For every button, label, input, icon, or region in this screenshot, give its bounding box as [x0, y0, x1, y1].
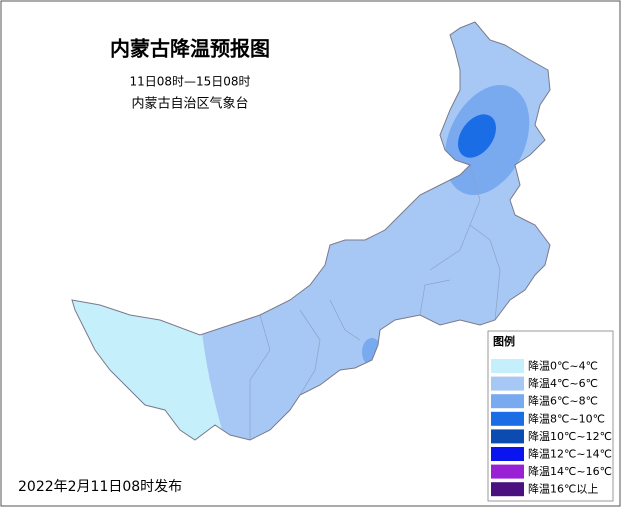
- title: 内蒙古降温预报图: [110, 37, 270, 61]
- legend-label: 降温12℃~14℃: [528, 447, 612, 461]
- legend-label: 降温0℃~4℃: [528, 359, 598, 373]
- legend-swatch: [491, 376, 524, 391]
- legend-label: 降温6℃~8℃: [528, 394, 598, 408]
- legend-label: 降温16℃以上: [528, 482, 598, 496]
- zone-0-4: [72, 280, 228, 440]
- legend-label: 降温8℃~10℃: [528, 411, 605, 425]
- legend-swatch: [491, 482, 524, 497]
- period: 11日08时—15日08时: [129, 75, 250, 89]
- legend-label: 降温10℃~12℃: [528, 429, 612, 443]
- issuer: 内蒙古自治区气象台: [131, 96, 248, 112]
- zone-6-8-south: [362, 338, 382, 366]
- legend-swatch: [491, 394, 524, 409]
- boundaries: [249, 164, 501, 440]
- legend-label: 降温4℃~6℃: [528, 376, 598, 390]
- legend-label: 降温14℃~16℃: [528, 464, 612, 478]
- issued-date: 2022年2月11日08时发布: [18, 479, 182, 495]
- legend-title: 图例: [493, 334, 515, 348]
- legend-swatch: [491, 464, 524, 479]
- legend-swatch: [491, 411, 524, 426]
- legend-swatch: [491, 447, 524, 461]
- legend-swatch: [491, 359, 524, 373]
- zone-8-10: [457, 114, 497, 158]
- legend-swatch: [491, 429, 524, 444]
